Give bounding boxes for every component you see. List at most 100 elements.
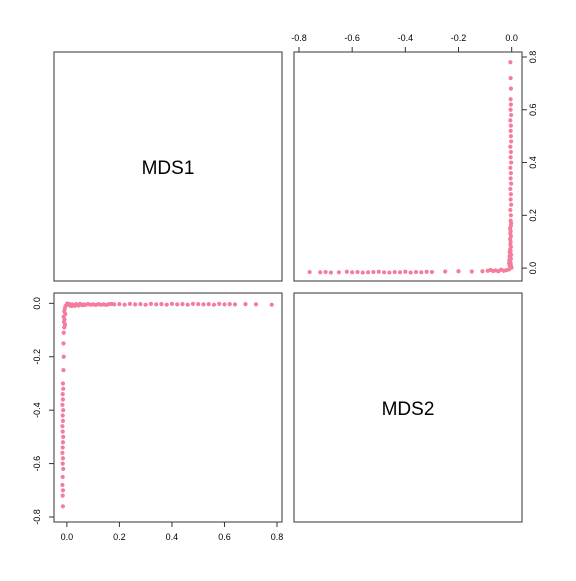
scatter-point-lower <box>222 302 227 307</box>
scatter-point-lower <box>117 302 122 307</box>
scatter-point-lower <box>253 302 259 307</box>
top-axis-mds2: -0.8 -0.6 -0.4 -0.2 0.0 <box>291 33 518 53</box>
scatter-point-upper <box>413 269 419 275</box>
left-axis-tick-label: -0.2 <box>32 349 42 365</box>
scatter-point-lower <box>60 461 65 466</box>
scatter-point-upper <box>509 112 514 118</box>
scatter-point-lower <box>206 302 211 307</box>
scatter-point-lower <box>60 429 65 434</box>
scatter-point-upper <box>508 149 513 155</box>
scatter-point-lower <box>61 434 66 439</box>
right-axis-tick-label: 0.0 <box>528 262 538 275</box>
right-axis-tick-label: 0.6 <box>528 104 538 117</box>
scatter-point-lower <box>112 302 117 307</box>
scatter-point-lower <box>243 302 248 307</box>
scatter-point-lower <box>164 302 169 307</box>
scatter-point-lower <box>60 450 65 455</box>
diagonal-label-mds2: MDS2 <box>382 399 435 420</box>
top-axis-tick-label: 0.0 <box>505 33 518 43</box>
bottom-axis-tick-label: 0.8 <box>271 532 284 542</box>
scatter-point-lower <box>60 456 66 461</box>
scatter-point-upper <box>397 270 403 275</box>
scatter-point-upper <box>403 269 408 274</box>
scatter-point-upper <box>429 269 435 275</box>
scatter-point-upper <box>392 269 397 275</box>
top-axis-tick-label: -0.6 <box>344 33 360 43</box>
scatter-point-lower <box>62 325 67 330</box>
scatter-point-lower <box>60 424 65 429</box>
scatter-points-upper <box>307 60 514 275</box>
scatter-point-upper <box>508 186 513 192</box>
scatter-point-lower <box>60 474 65 480</box>
scatter-point-upper <box>323 269 328 275</box>
scatter-point-upper <box>508 155 513 160</box>
scatter-point-lower <box>61 368 66 373</box>
scatter-point-lower <box>138 302 143 307</box>
scatter-point-lower <box>60 381 66 386</box>
scatter-point-upper <box>387 270 392 275</box>
panel-mds1-vs-mds2 <box>53 292 283 523</box>
scatter-point-lower <box>60 397 66 402</box>
scatter-point-upper <box>366 270 371 275</box>
scatter-point-lower <box>169 301 175 306</box>
scatter-point-lower <box>61 386 66 391</box>
right-axis-tick-label: 0.8 <box>528 51 538 64</box>
scatter-point-upper <box>408 270 413 275</box>
left-axis-tick-label: -0.6 <box>32 456 42 472</box>
scatter-point-upper <box>509 181 514 186</box>
scatter-point-upper <box>307 269 312 275</box>
scatter-point-upper <box>480 269 485 274</box>
scatter-point-lower <box>60 493 65 498</box>
scatter-point-upper <box>508 218 513 223</box>
scatter-point-lower <box>227 302 232 307</box>
scatter-point-upper <box>443 269 448 274</box>
scatter-point-upper <box>508 144 513 149</box>
scatter-point-upper <box>350 270 355 275</box>
scatter-point-lower <box>190 301 196 306</box>
scatter-point-lower <box>133 302 138 307</box>
top-axis-tick-label: -0.8 <box>291 33 307 43</box>
scatter-point-upper <box>508 118 513 123</box>
left-axis-mds2: -0.8 -0.6 -0.4 -0.2 0.0 <box>32 297 55 525</box>
scatter-point-upper <box>509 202 514 207</box>
scatter-point-upper <box>509 160 514 165</box>
scatter-point-upper <box>371 269 376 275</box>
scatter-point-upper <box>469 269 474 274</box>
right-axis-mds1: 0.0 0.2 0.4 0.6 0.8 <box>521 51 538 275</box>
scatter-point-upper <box>381 270 387 275</box>
scatter-point-upper <box>508 128 513 133</box>
scatter-point-upper <box>508 192 513 197</box>
scatter-point-lower <box>61 330 66 335</box>
scatter-point-lower <box>211 302 217 307</box>
scatter-point-upper <box>508 107 513 112</box>
scatter-point-upper <box>485 268 490 273</box>
bottom-axis-tick-label: 0.6 <box>218 532 231 542</box>
diagonal-label-mds1: MDS1 <box>142 158 195 179</box>
scatter-point-upper <box>508 60 513 65</box>
scatter-point-lower <box>185 302 190 307</box>
scatter-point-upper <box>456 269 461 274</box>
scatter-point-lower <box>122 302 127 307</box>
scatter-point-lower <box>159 302 164 307</box>
panel-mds2-vs-mds1 <box>293 51 523 282</box>
scatter-point-upper <box>508 171 513 176</box>
bottom-axis-tick-label: 0.4 <box>166 532 179 542</box>
left-axis-tick-label: -0.8 <box>32 509 42 525</box>
scatter-point-upper <box>508 176 513 181</box>
scatter-point-lower <box>175 302 180 307</box>
scatter-point-upper <box>508 165 513 170</box>
scatter-point-upper <box>344 269 349 274</box>
scatter-point-upper <box>508 102 513 107</box>
scatter-point-lower <box>60 445 65 450</box>
scatter-point-upper <box>508 213 513 218</box>
right-axis-tick-label: 0.2 <box>528 209 538 222</box>
scatter-point-lower <box>60 413 65 418</box>
scatter-point-upper <box>508 134 513 139</box>
scatter-point-upper <box>419 270 424 275</box>
scatter-point-upper <box>508 123 513 128</box>
scatter-point-upper <box>508 86 513 91</box>
scatter-point-upper <box>509 139 514 144</box>
scatter-point-lower <box>196 302 201 307</box>
scatter-point-lower <box>127 301 133 306</box>
